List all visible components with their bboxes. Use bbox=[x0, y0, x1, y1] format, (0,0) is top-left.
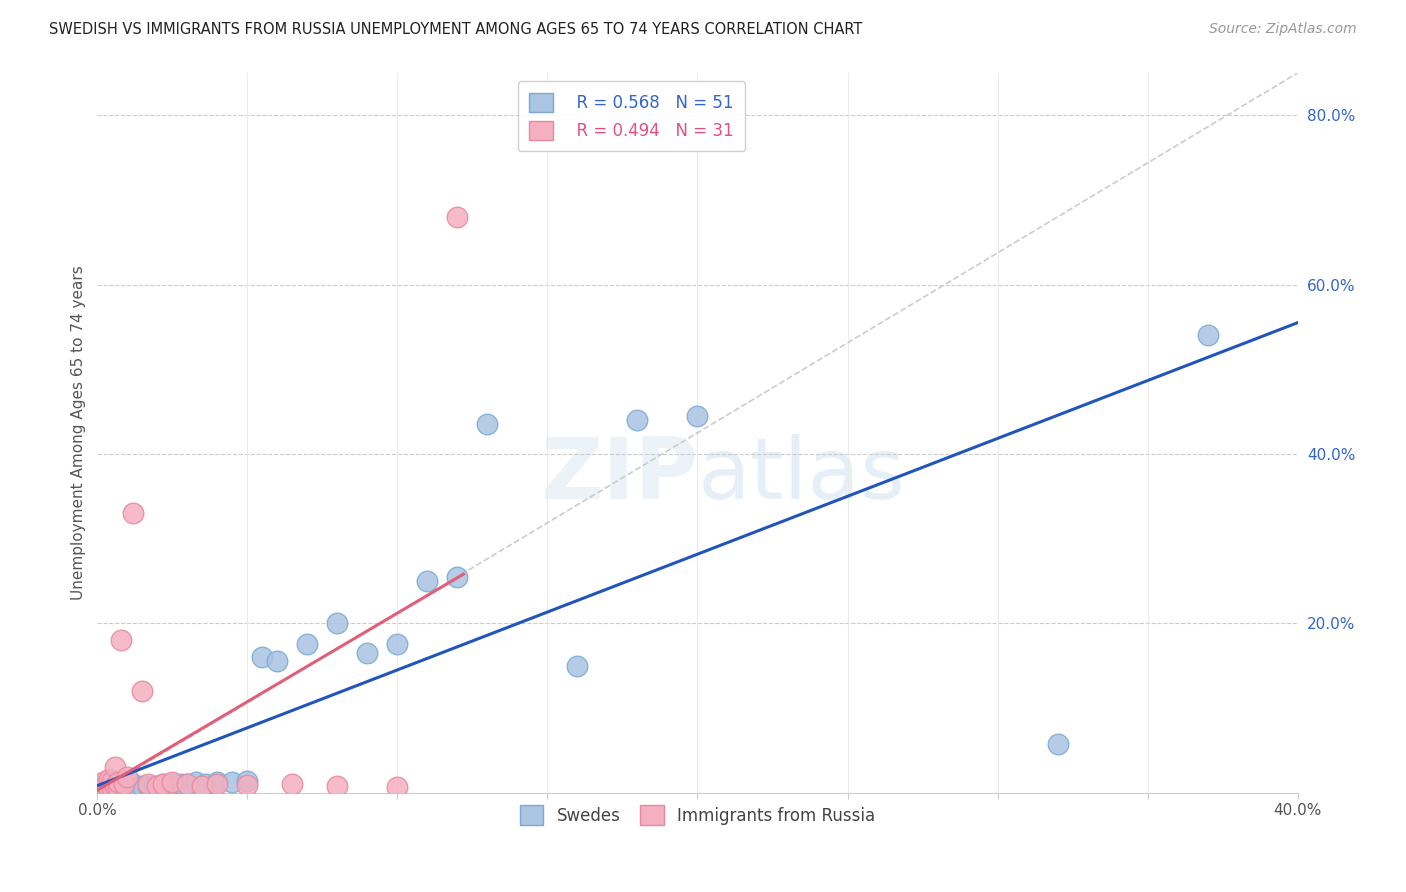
Point bbox=[1197, 328, 1219, 343]
Text: atlas: atlas bbox=[697, 434, 905, 517]
Point bbox=[101, 781, 124, 796]
Point bbox=[152, 777, 174, 791]
Point bbox=[194, 777, 217, 791]
Point bbox=[93, 780, 115, 794]
Point bbox=[143, 779, 166, 793]
Point bbox=[104, 781, 127, 796]
Point bbox=[567, 658, 589, 673]
Point bbox=[101, 773, 124, 788]
Point bbox=[207, 777, 229, 791]
Point bbox=[101, 781, 124, 796]
Point bbox=[110, 633, 132, 648]
Point bbox=[176, 777, 198, 791]
Point bbox=[446, 210, 468, 224]
Point bbox=[96, 781, 118, 796]
Point bbox=[107, 779, 129, 793]
Text: ZIP: ZIP bbox=[540, 434, 697, 517]
Point bbox=[122, 777, 145, 791]
Point bbox=[152, 777, 174, 791]
Point bbox=[110, 780, 132, 794]
Point bbox=[416, 574, 439, 588]
Point bbox=[326, 616, 349, 631]
Point bbox=[356, 646, 378, 660]
Point bbox=[176, 777, 198, 791]
Point bbox=[446, 570, 468, 584]
Point bbox=[98, 779, 121, 793]
Point bbox=[131, 684, 153, 698]
Point bbox=[93, 780, 115, 795]
Point bbox=[107, 781, 129, 796]
Point bbox=[89, 779, 111, 793]
Point bbox=[1046, 737, 1069, 751]
Point bbox=[89, 780, 111, 795]
Point bbox=[266, 655, 288, 669]
Point bbox=[98, 780, 121, 795]
Point bbox=[207, 775, 229, 789]
Point bbox=[387, 638, 409, 652]
Point bbox=[297, 638, 319, 652]
Point bbox=[626, 413, 648, 427]
Legend: Swedes, Immigrants from Russia: Swedes, Immigrants from Russia bbox=[510, 796, 886, 835]
Text: Source: ZipAtlas.com: Source: ZipAtlas.com bbox=[1209, 22, 1357, 37]
Point bbox=[104, 760, 127, 774]
Point bbox=[107, 781, 129, 796]
Point bbox=[104, 779, 127, 793]
Point bbox=[117, 779, 139, 793]
Point bbox=[146, 779, 169, 793]
Point bbox=[162, 777, 184, 791]
Point bbox=[191, 779, 214, 793]
Point bbox=[89, 781, 111, 796]
Point bbox=[387, 780, 409, 794]
Point bbox=[101, 777, 124, 791]
Point bbox=[236, 773, 259, 788]
Point bbox=[96, 778, 118, 792]
Point bbox=[89, 779, 111, 793]
Point bbox=[110, 781, 132, 796]
Point bbox=[221, 775, 243, 789]
Point bbox=[281, 777, 304, 791]
Point bbox=[125, 780, 148, 795]
Point bbox=[477, 417, 499, 432]
Point bbox=[186, 775, 208, 789]
Point bbox=[96, 777, 118, 791]
Point bbox=[112, 780, 135, 795]
Point bbox=[170, 777, 193, 791]
Point bbox=[93, 775, 115, 789]
Point bbox=[686, 409, 709, 423]
Point bbox=[93, 781, 115, 796]
Point bbox=[117, 771, 139, 785]
Point bbox=[98, 772, 121, 786]
Point bbox=[107, 775, 129, 789]
Point bbox=[122, 506, 145, 520]
Point bbox=[236, 778, 259, 792]
Text: SWEDISH VS IMMIGRANTS FROM RUSSIA UNEMPLOYMENT AMONG AGES 65 TO 74 YEARS CORRELA: SWEDISH VS IMMIGRANTS FROM RUSSIA UNEMPL… bbox=[49, 22, 863, 37]
Point bbox=[131, 779, 153, 793]
Point bbox=[104, 779, 127, 793]
Point bbox=[120, 780, 142, 795]
Y-axis label: Unemployment Among Ages 65 to 74 years: Unemployment Among Ages 65 to 74 years bbox=[72, 266, 86, 600]
Point bbox=[162, 775, 184, 789]
Point bbox=[98, 781, 121, 796]
Point bbox=[93, 777, 115, 791]
Point bbox=[138, 777, 160, 791]
Point bbox=[89, 781, 111, 796]
Point bbox=[138, 779, 160, 793]
Point bbox=[112, 777, 135, 791]
Point bbox=[96, 780, 118, 794]
Point bbox=[252, 650, 274, 665]
Point bbox=[101, 780, 124, 794]
Point bbox=[326, 779, 349, 793]
Point bbox=[96, 781, 118, 796]
